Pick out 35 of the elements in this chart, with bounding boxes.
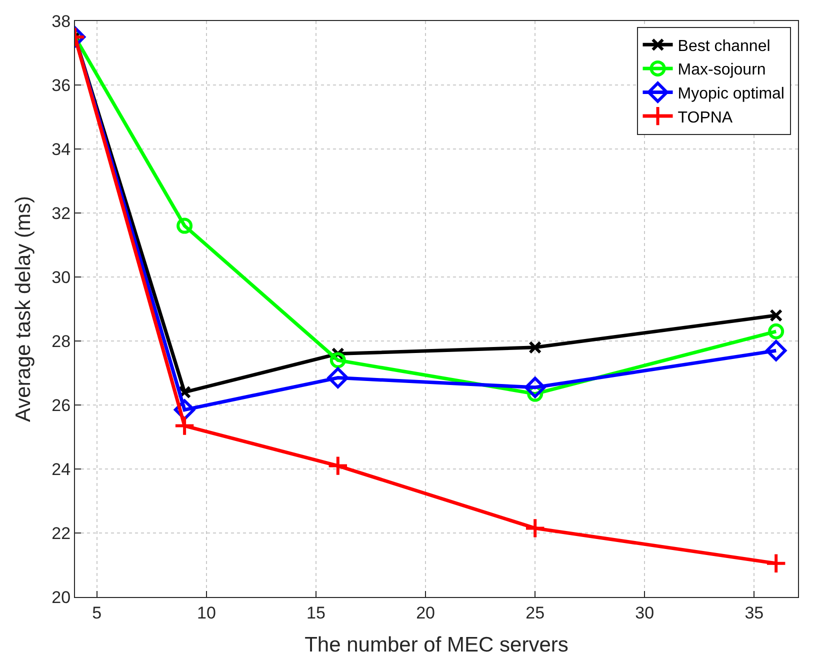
x-axis-title: The number of MEC servers <box>304 634 568 657</box>
y-tick-label: 38 <box>52 12 71 31</box>
point <box>330 352 346 368</box>
y-tick-label: 36 <box>52 76 71 95</box>
legend-label: Best channel <box>678 38 770 55</box>
point <box>765 552 787 574</box>
y-tick-label: 32 <box>52 204 71 223</box>
y-tick-label: 34 <box>52 140 71 159</box>
x-tick-label: 10 <box>196 603 216 622</box>
point <box>176 218 193 234</box>
point <box>528 340 542 354</box>
y-tick-label: 26 <box>52 396 71 415</box>
point <box>327 367 349 388</box>
x-tick-label: 25 <box>526 603 545 622</box>
legend-label: Max-sojourn <box>678 62 766 79</box>
y-tick-label: 20 <box>52 588 71 607</box>
point <box>765 340 787 362</box>
x-tick-label: 30 <box>635 603 654 622</box>
legend-label: TOPNA <box>678 109 733 126</box>
point <box>524 518 546 539</box>
x-tick-label: 35 <box>744 603 764 622</box>
y-tick-label: 30 <box>52 268 71 287</box>
x-tick-label: 15 <box>306 603 326 622</box>
point <box>327 455 349 476</box>
y-tick-label: 24 <box>52 460 71 479</box>
y-tick-label: 22 <box>52 524 71 543</box>
point <box>768 323 784 340</box>
point <box>770 308 783 322</box>
x-tick-label: 5 <box>92 603 102 622</box>
legend-label: Myopic optimal <box>678 86 784 102</box>
y-tick-label: 28 <box>52 332 71 351</box>
point <box>524 376 546 398</box>
y-axis-title: Average task delay (ms) <box>12 196 35 422</box>
point <box>174 415 196 436</box>
x-tick-label: 20 <box>416 603 436 622</box>
